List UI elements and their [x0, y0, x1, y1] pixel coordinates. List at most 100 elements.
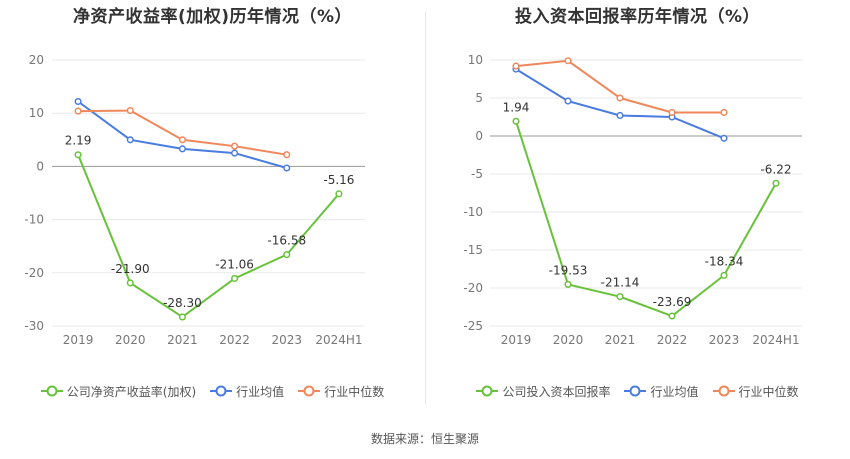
data-point — [74, 107, 82, 115]
legend-label: 公司净资产收益率(加权) — [66, 384, 197, 399]
data-label: -5.16 — [323, 173, 354, 187]
legend-marker — [629, 385, 641, 397]
chart-legend: 公司净资产收益率(加权) 行业均值 行业中位数 — [0, 381, 425, 401]
y-tick-label: -20 — [24, 266, 44, 280]
data-label: -21.14 — [601, 276, 640, 290]
data-point — [231, 274, 239, 282]
data-point — [178, 136, 186, 144]
legend-marker — [481, 385, 493, 397]
data-point — [512, 117, 520, 125]
series-line — [515, 59, 724, 114]
legend-item[interactable]: 公司投入资本回报率 — [476, 383, 610, 400]
chart-title: 投入资本回报率历年情况（%） — [514, 7, 761, 27]
data-label: -6.22 — [760, 162, 791, 176]
x-tick-label: 2020 — [115, 333, 146, 347]
x-tick-label: 2023 — [271, 333, 302, 347]
y-tick-label: 5 — [475, 91, 483, 105]
y-tick-label: 0 — [475, 129, 483, 143]
data-label: -21.06 — [215, 257, 254, 271]
data-label: -28.30 — [163, 296, 202, 310]
data-point — [231, 149, 239, 157]
x-tick-label: 2020 — [553, 333, 584, 347]
data-point — [668, 312, 676, 320]
data-point — [74, 151, 82, 159]
data-point — [283, 164, 291, 172]
legend-swatch-icon — [40, 385, 63, 397]
roe-chart-plot: 20 10 0 -10 -20 -30 2019 2020 2021 2022 2023 2024H1… — [24, 53, 365, 347]
y-tick-label: 20 — [29, 53, 44, 67]
data-point — [772, 179, 780, 187]
x-tick-label: 2024H1 — [752, 333, 799, 347]
y-tick-label: -10 — [24, 213, 44, 227]
data-point — [283, 251, 291, 259]
data-point — [335, 190, 343, 198]
roe-chart-panel: 净资产收益率(加权)历年情况（%） 20 10 0 -10 -20 -30 2019 2020… — [0, 0, 425, 410]
y-tick-label: 10 — [29, 106, 44, 120]
data-point — [564, 280, 572, 288]
data-label: 1.94 — [503, 100, 530, 114]
x-tick-label: 2019 — [63, 333, 94, 347]
y-tick-label: -25 — [463, 319, 483, 333]
legend-label: 公司投入资本回报率 — [502, 384, 611, 399]
legend-label: 行业中位数 — [324, 384, 385, 399]
roic-chart-plot: 10 5 0 -5 -10 -15 -20 -25 2019 2020 2021 2022 2023 20… — [463, 53, 802, 347]
legend-swatch-icon — [298, 385, 321, 397]
data-point — [616, 111, 624, 120]
data-point — [231, 142, 239, 150]
series-line — [515, 120, 777, 318]
series-line — [77, 154, 340, 319]
legend-label: 行业中位数 — [738, 384, 799, 399]
y-tick-label: -20 — [463, 281, 483, 295]
data-point — [126, 106, 134, 115]
legend-swatch-icon — [476, 385, 499, 397]
data-point — [564, 97, 572, 105]
roic-chart-panel: 投入资本回报率历年情况（%） 10 5 0 -5 -10 -15 -20 -25 2019 202… — [425, 0, 850, 410]
legend-item[interactable]: 行业均值 — [624, 383, 699, 400]
chart-title: 净资产收益率(加权)历年情况（%） — [72, 7, 353, 27]
x-tick-label: 2023 — [709, 333, 740, 347]
legend-item[interactable]: 行业均值 — [210, 383, 284, 400]
x-tick-label: 2024H1 — [315, 333, 362, 347]
data-label: -16.58 — [267, 234, 306, 248]
panel-divider — [425, 12, 426, 404]
data-point — [616, 94, 624, 102]
data-label: -21.90 — [111, 262, 150, 276]
data-source-note: 数据来源：恒生聚源 — [370, 432, 479, 446]
data-label: -19.53 — [549, 263, 588, 277]
legend-marker — [303, 385, 315, 397]
y-tick-label: 10 — [468, 53, 483, 67]
data-point — [178, 313, 186, 321]
y-tick-label: -15 — [463, 243, 483, 257]
x-tick-label: 2022 — [657, 333, 688, 347]
data-point — [178, 145, 186, 153]
y-tick-label: -30 — [24, 319, 44, 333]
y-tick-label: 0 — [36, 159, 44, 173]
x-tick-label: 2021 — [167, 333, 198, 347]
data-point — [720, 134, 728, 142]
data-label: -23.69 — [653, 295, 692, 309]
series-line — [515, 68, 725, 140]
data-point — [720, 108, 728, 116]
data-point — [74, 97, 82, 106]
data-point — [512, 62, 520, 70]
y-tick-label: -5 — [471, 167, 483, 181]
legend-item[interactable]: 行业中位数 — [298, 383, 384, 400]
legend-swatch-icon — [712, 385, 735, 397]
legend-item[interactable]: 公司净资产收益率(加权) — [40, 383, 197, 400]
x-tick-label: 2021 — [605, 333, 636, 347]
data-point — [126, 136, 134, 144]
data-point — [616, 293, 624, 301]
data-point — [564, 57, 572, 65]
legend-item[interactable]: 行业中位数 — [712, 383, 799, 400]
legend-swatch-icon — [210, 385, 233, 397]
data-point — [668, 108, 676, 116]
legend-marker — [718, 385, 729, 397]
legend-marker — [215, 385, 227, 397]
x-tick-label: 2022 — [219, 333, 250, 347]
x-tick-label: 2019 — [501, 333, 532, 347]
legend-marker — [46, 385, 58, 397]
data-point — [720, 271, 728, 279]
y-tick-label: -10 — [463, 205, 483, 219]
data-label: 2.19 — [65, 134, 92, 148]
data-label: -18.34 — [705, 254, 744, 268]
